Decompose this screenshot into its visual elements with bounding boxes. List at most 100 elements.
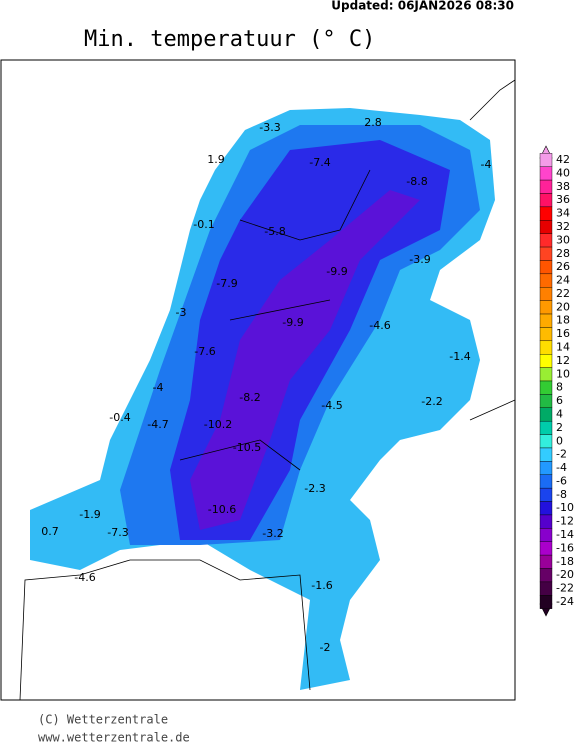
legend-swatch xyxy=(539,514,553,529)
station-value: -8.2 xyxy=(239,391,260,404)
legend-label: -2 xyxy=(556,448,567,461)
station-value: -5.8 xyxy=(264,225,285,238)
legend-label: -18 xyxy=(556,555,574,568)
station-value: -1.6 xyxy=(311,579,332,592)
station-value: 1.9 xyxy=(207,153,225,166)
legend-swatch xyxy=(539,300,553,315)
station-value: -9.9 xyxy=(326,265,347,278)
station-value: -7.9 xyxy=(216,277,237,290)
station-value: -0.4 xyxy=(109,411,130,424)
legend: 424038363432302826242220181614121086420-… xyxy=(539,145,574,617)
legend-swatch xyxy=(539,528,553,542)
legend-label: -6 xyxy=(556,474,567,487)
legend-swatch xyxy=(539,206,553,221)
legend-swatch xyxy=(539,394,553,408)
legend-swatch xyxy=(539,407,553,422)
station-value: -1.9 xyxy=(79,508,100,521)
legend-swatch xyxy=(539,501,553,516)
station-value: -4.7 xyxy=(147,418,168,431)
legend-label: -12 xyxy=(556,515,574,528)
legend-swatch xyxy=(539,287,553,301)
legend-swatch xyxy=(539,179,553,194)
legend-label: 34 xyxy=(556,207,570,220)
legend-label: 26 xyxy=(556,260,570,273)
station-value: -3.9 xyxy=(409,253,430,266)
station-value: -2.2 xyxy=(421,395,442,408)
legend-swatch xyxy=(539,581,553,596)
legend-swatch xyxy=(539,153,553,167)
legend-label: 18 xyxy=(556,314,570,327)
station-value: -3.2 xyxy=(262,527,283,540)
legend-label: 36 xyxy=(556,193,570,206)
legend-label: 16 xyxy=(556,327,570,340)
legend-swatch xyxy=(539,487,553,502)
copyright: (C) Wetterzentrale xyxy=(38,713,168,727)
legend-swatch xyxy=(539,354,553,368)
legend-label: 10 xyxy=(556,367,570,380)
legend-swatch xyxy=(539,327,553,342)
legend-label: 6 xyxy=(556,394,563,407)
legend-swatch xyxy=(539,541,553,556)
station-value: -4.5 xyxy=(321,399,342,412)
legend-label: 14 xyxy=(556,341,570,354)
legend-swatch xyxy=(539,420,553,435)
station-value: -4 xyxy=(481,158,492,171)
station-value: -9.9 xyxy=(282,316,303,329)
legend-label: 0 xyxy=(556,434,563,447)
region-purple xyxy=(190,190,420,530)
map-layers xyxy=(30,108,495,690)
station-value: -1.4 xyxy=(449,350,470,363)
station-value: -7.4 xyxy=(309,156,330,169)
province-lines xyxy=(179,169,371,471)
legend-label: -20 xyxy=(556,568,574,581)
legend-swatch xyxy=(539,447,553,462)
station-value: -7.6 xyxy=(194,345,215,358)
station-value: -2 xyxy=(320,641,331,654)
station-value: -8.8 xyxy=(406,175,427,188)
legend-swatch xyxy=(539,461,553,475)
station-value: -4 xyxy=(153,381,164,394)
legend-label: -10 xyxy=(556,501,574,514)
legend-label: 32 xyxy=(556,220,570,233)
legend-label: -4 xyxy=(556,461,567,474)
updated: Updated: 06JAN2026 08:30 xyxy=(331,0,514,13)
legend-label: -8 xyxy=(556,488,567,501)
legend-swatch xyxy=(539,474,553,489)
borders xyxy=(19,79,516,701)
legend-label: 4 xyxy=(556,407,563,420)
legend-swatch xyxy=(539,367,553,382)
station-value: -10.5 xyxy=(233,441,261,454)
legend-label: 38 xyxy=(556,180,570,193)
station-value: -7.3 xyxy=(107,526,128,539)
legend-swatch xyxy=(539,380,553,395)
legend-label: 8 xyxy=(556,381,563,394)
station-value: -0.1 xyxy=(193,218,214,231)
border-south xyxy=(19,559,311,701)
station-value: -10.2 xyxy=(204,418,232,431)
legend-label: 20 xyxy=(556,300,570,313)
title: Min. temperatuur (° C) xyxy=(84,27,375,52)
legend-swatch xyxy=(539,233,553,248)
legend-swatch xyxy=(539,568,553,583)
url: www.wetterzentrale.de xyxy=(38,731,190,744)
legend-swatch xyxy=(539,246,553,261)
legend-swatch xyxy=(539,595,553,609)
legend-swatch xyxy=(539,313,553,328)
legend-label: -14 xyxy=(556,528,574,541)
station-value: -10.6 xyxy=(208,503,236,516)
legend-swatch xyxy=(539,220,553,234)
legend-label: 42 xyxy=(556,153,570,166)
legend-label: 2 xyxy=(556,421,563,434)
legend-swatch xyxy=(539,340,553,355)
station-value: -4.6 xyxy=(74,571,95,584)
legend-swatch xyxy=(539,260,553,275)
legend-swatch xyxy=(539,434,553,449)
legend-label: 40 xyxy=(556,166,570,179)
legend-label: 30 xyxy=(556,233,570,246)
legend-label: 28 xyxy=(556,247,570,260)
station-value: -3.3 xyxy=(259,121,280,134)
stations: -3.3 2.8 1.9 -7.4 -4 -8.8 -0.1 -5.8 -3.9 -9.9 -7.9… xyxy=(41,116,491,654)
station-value: -4.6 xyxy=(369,319,390,332)
